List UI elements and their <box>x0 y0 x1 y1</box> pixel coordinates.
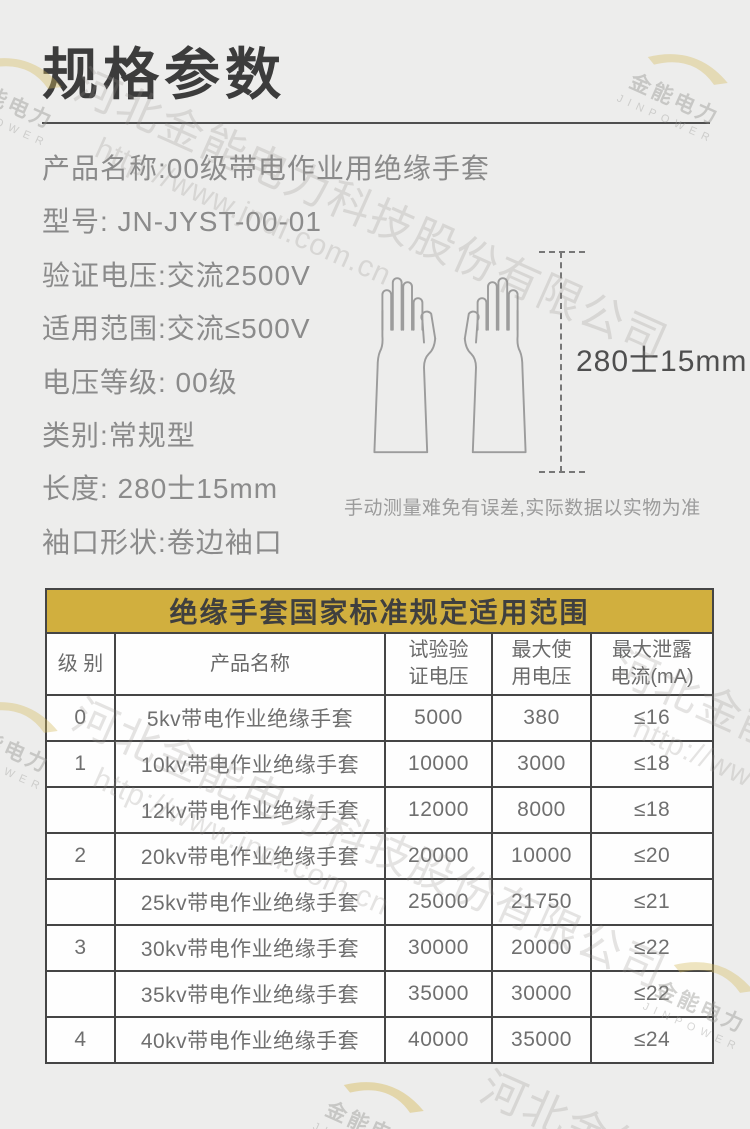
table-row: 25kv带电作业绝缘手套 25000 21750 ≤21 <box>45 878 715 926</box>
jinpower-logo-subtext: JINPOWER <box>614 92 717 147</box>
table-cell: 25kv带电作业绝缘手套 <box>114 878 386 926</box>
table-cell: ≤16 <box>589 694 715 742</box>
spec-line-model: 型号: JN-JYST-00-01 <box>42 206 322 238</box>
table-cell: 30000 <box>384 924 493 972</box>
jinpower-logo-subtext: JINPOWER <box>286 1109 437 1129</box>
spec-line-product-name: 产品名称:00级带电作业用绝缘手套 <box>42 153 490 184</box>
measurement-top-tick <box>539 251 585 253</box>
table-cell: 20000 <box>384 832 493 880</box>
table-cell: 1 <box>45 740 116 788</box>
table-cell <box>45 970 116 1018</box>
table-cell: 5000 <box>384 694 493 742</box>
table-cell: 40kv带电作业绝缘手套 <box>114 1016 386 1064</box>
header-class: 级 别 <box>45 632 116 696</box>
table-row: 2 20kv带电作业绝缘手套 20000 10000 ≤20 <box>45 832 715 880</box>
table-cell: ≤18 <box>589 786 715 834</box>
table-cell: 20kv带电作业绝缘手套 <box>114 832 386 880</box>
jinpower-logo-swoosh-icon <box>647 54 728 85</box>
table-cell: 25000 <box>384 878 493 926</box>
table-cell: 40000 <box>384 1016 493 1064</box>
spec-list: 产品名称:00级带电作业用绝缘手套 型号: JN-JYST-00-01 验证电压… <box>42 142 490 569</box>
table-cell: ≤21 <box>589 878 715 926</box>
gloves-illustration-icon <box>373 277 527 454</box>
table-cell: 12kv带电作业绝缘手套 <box>114 786 386 834</box>
table-cell: 3 <box>45 924 116 972</box>
table-cell <box>45 878 116 926</box>
spec-line-applicable-range: 适用范围:交流≤500V <box>42 313 311 345</box>
table-cell: 10000 <box>491 832 592 880</box>
table-cell: 8000 <box>491 786 592 834</box>
page-title: 规格参数 <box>42 43 286 106</box>
table-title: 绝缘手套国家标准规定适用范围 <box>44 588 715 634</box>
table-row: 12kv带电作业绝缘手套 12000 8000 ≤18 <box>45 786 715 834</box>
jinpower-logo-watermark: 金能电力 JINPOWER <box>590 12 750 157</box>
table-title-row: 绝缘手套国家标准规定适用范围 <box>44 588 715 634</box>
standards-table: 绝缘手套国家标准规定适用范围 级 别 产品名称 试验验 证电压 最大使 用电压 … <box>44 588 715 1064</box>
table-row: 4 40kv带电作业绝缘手套 40000 35000 ≤24 <box>45 1016 715 1064</box>
header-product-name: 产品名称 <box>114 632 386 696</box>
header-test-voltage: 试验验 证电压 <box>384 632 493 696</box>
table-row: 1 10kv带电作业绝缘手套 10000 3000 ≤18 <box>45 740 715 788</box>
table-cell: 10kv带电作业绝缘手套 <box>114 740 386 788</box>
spec-line-proof-voltage: 验证电压:交流2500V <box>42 259 311 291</box>
table-cell: 3000 <box>491 740 592 788</box>
table-cell: 35000 <box>384 970 493 1018</box>
table-cell: 5kv带电作业绝缘手套 <box>114 694 386 742</box>
table-cell: ≤22 <box>589 970 715 1018</box>
title-divider <box>42 122 710 124</box>
spec-line-length: 长度: 280士15mm <box>42 473 279 505</box>
table-cell: 30kv带电作业绝缘手套 <box>114 924 386 972</box>
table-cell: 30000 <box>491 970 592 1018</box>
table-cell: 0 <box>45 694 116 742</box>
table-cell: ≤22 <box>589 924 715 972</box>
spec-line-voltage-class: 电压等级: 00级 <box>42 366 238 398</box>
measurement-dashed-line <box>560 252 562 472</box>
jinpower-logo-text: 金能电力 <box>625 69 724 130</box>
spec-line-category: 类别:常规型 <box>42 420 196 452</box>
table-cell: 10000 <box>384 740 493 788</box>
table-header-row: 级 别 产品名称 试验验 证电压 最大使 用电压 最大泄露 电流(mA) <box>45 632 715 696</box>
table-cell: ≤18 <box>589 740 715 788</box>
header-max-use-voltage: 最大使 用电压 <box>491 632 592 696</box>
measurement-disclaimer: 手动测量难免有误差,实际数据以实物为准 <box>344 498 701 519</box>
table-row: 0 5kv带电作业绝缘手套 5000 380 ≤16 <box>45 694 715 742</box>
header-max-leakage-current: 最大泄露 电流(mA) <box>589 632 715 696</box>
measurement-label: 280士15mm <box>576 345 748 378</box>
table-cell: 12000 <box>384 786 493 834</box>
table-cell: 4 <box>45 1016 116 1064</box>
table-cell: 20000 <box>491 924 592 972</box>
standards-table-body: 0 5kv带电作业绝缘手套 5000 380 ≤16 1 10kv带电作业绝缘手套 10000… <box>45 694 715 1064</box>
table-cell: 21750 <box>491 878 592 926</box>
table-cell: 380 <box>491 694 592 742</box>
table-cell: 2 <box>45 832 116 880</box>
table-cell: ≤20 <box>589 832 715 880</box>
table-cell: 35000 <box>491 1016 592 1064</box>
table-cell: 35kv带电作业绝缘手套 <box>114 970 386 1018</box>
measurement-bottom-tick <box>539 471 585 473</box>
spec-line-cuff-shape: 袖口形状:卷边袖口 <box>42 526 283 558</box>
table-cell <box>45 786 116 834</box>
table-row: 35kv带电作业绝缘手套 35000 30000 ≤22 <box>45 970 715 1018</box>
jinpower-logo-text: 金能电力 <box>321 1097 420 1129</box>
table-cell: ≤24 <box>589 1016 715 1064</box>
table-row: 3 30kv带电作业绝缘手套 30000 20000 ≤22 <box>45 924 715 972</box>
